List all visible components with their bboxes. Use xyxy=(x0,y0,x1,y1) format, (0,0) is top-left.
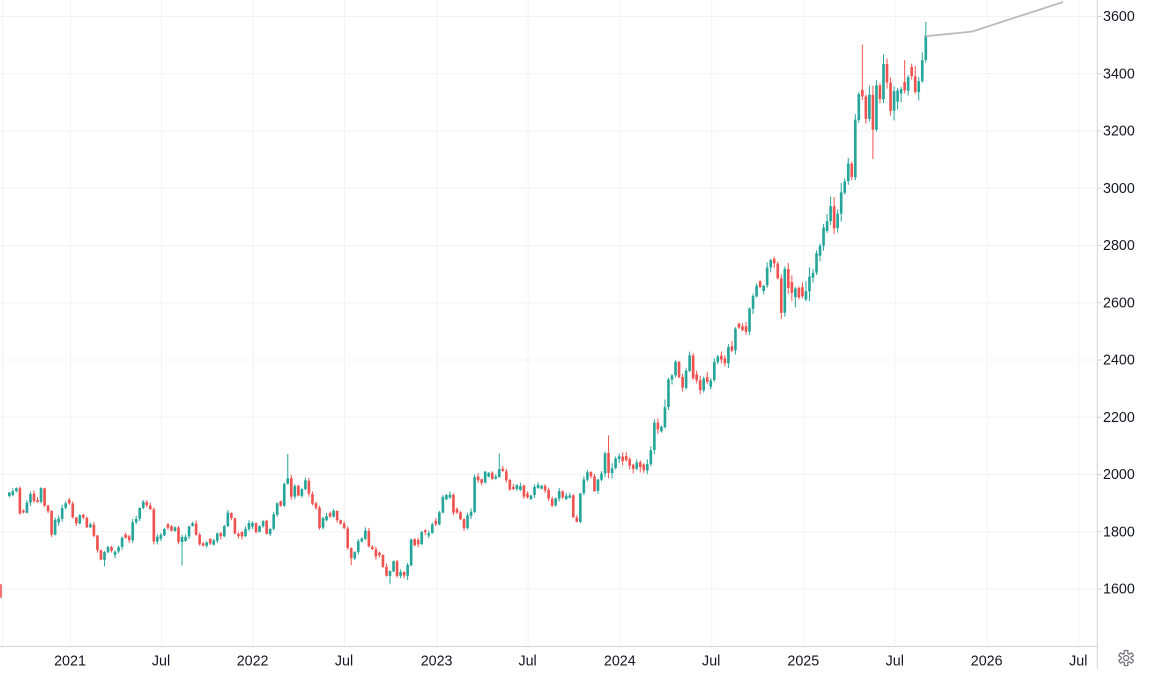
svg-text:3400: 3400 xyxy=(1103,66,1135,82)
svg-text:Jul: Jul xyxy=(1069,653,1087,669)
svg-text:Jul: Jul xyxy=(152,653,170,669)
svg-text:3000: 3000 xyxy=(1103,181,1135,197)
svg-text:2023: 2023 xyxy=(421,653,453,669)
svg-text:Jul: Jul xyxy=(886,653,904,669)
svg-text:1600: 1600 xyxy=(1103,582,1135,598)
svg-text:Jul: Jul xyxy=(702,653,720,669)
svg-text:2600: 2600 xyxy=(1103,295,1135,311)
svg-text:2024: 2024 xyxy=(604,653,636,669)
svg-text:3600: 3600 xyxy=(1103,9,1135,25)
svg-text:2400: 2400 xyxy=(1103,353,1135,369)
svg-text:2800: 2800 xyxy=(1103,238,1135,254)
svg-text:1800: 1800 xyxy=(1103,524,1135,540)
svg-text:2000: 2000 xyxy=(1103,467,1135,483)
svg-text:3200: 3200 xyxy=(1103,124,1135,140)
svg-text:2022: 2022 xyxy=(237,653,269,669)
svg-text:2200: 2200 xyxy=(1103,410,1135,426)
svg-text:2021: 2021 xyxy=(54,653,86,669)
svg-text:Jul: Jul xyxy=(518,653,536,669)
svg-text:Jul: Jul xyxy=(335,653,353,669)
svg-text:2025: 2025 xyxy=(787,653,819,669)
svg-text:2026: 2026 xyxy=(971,653,1003,669)
